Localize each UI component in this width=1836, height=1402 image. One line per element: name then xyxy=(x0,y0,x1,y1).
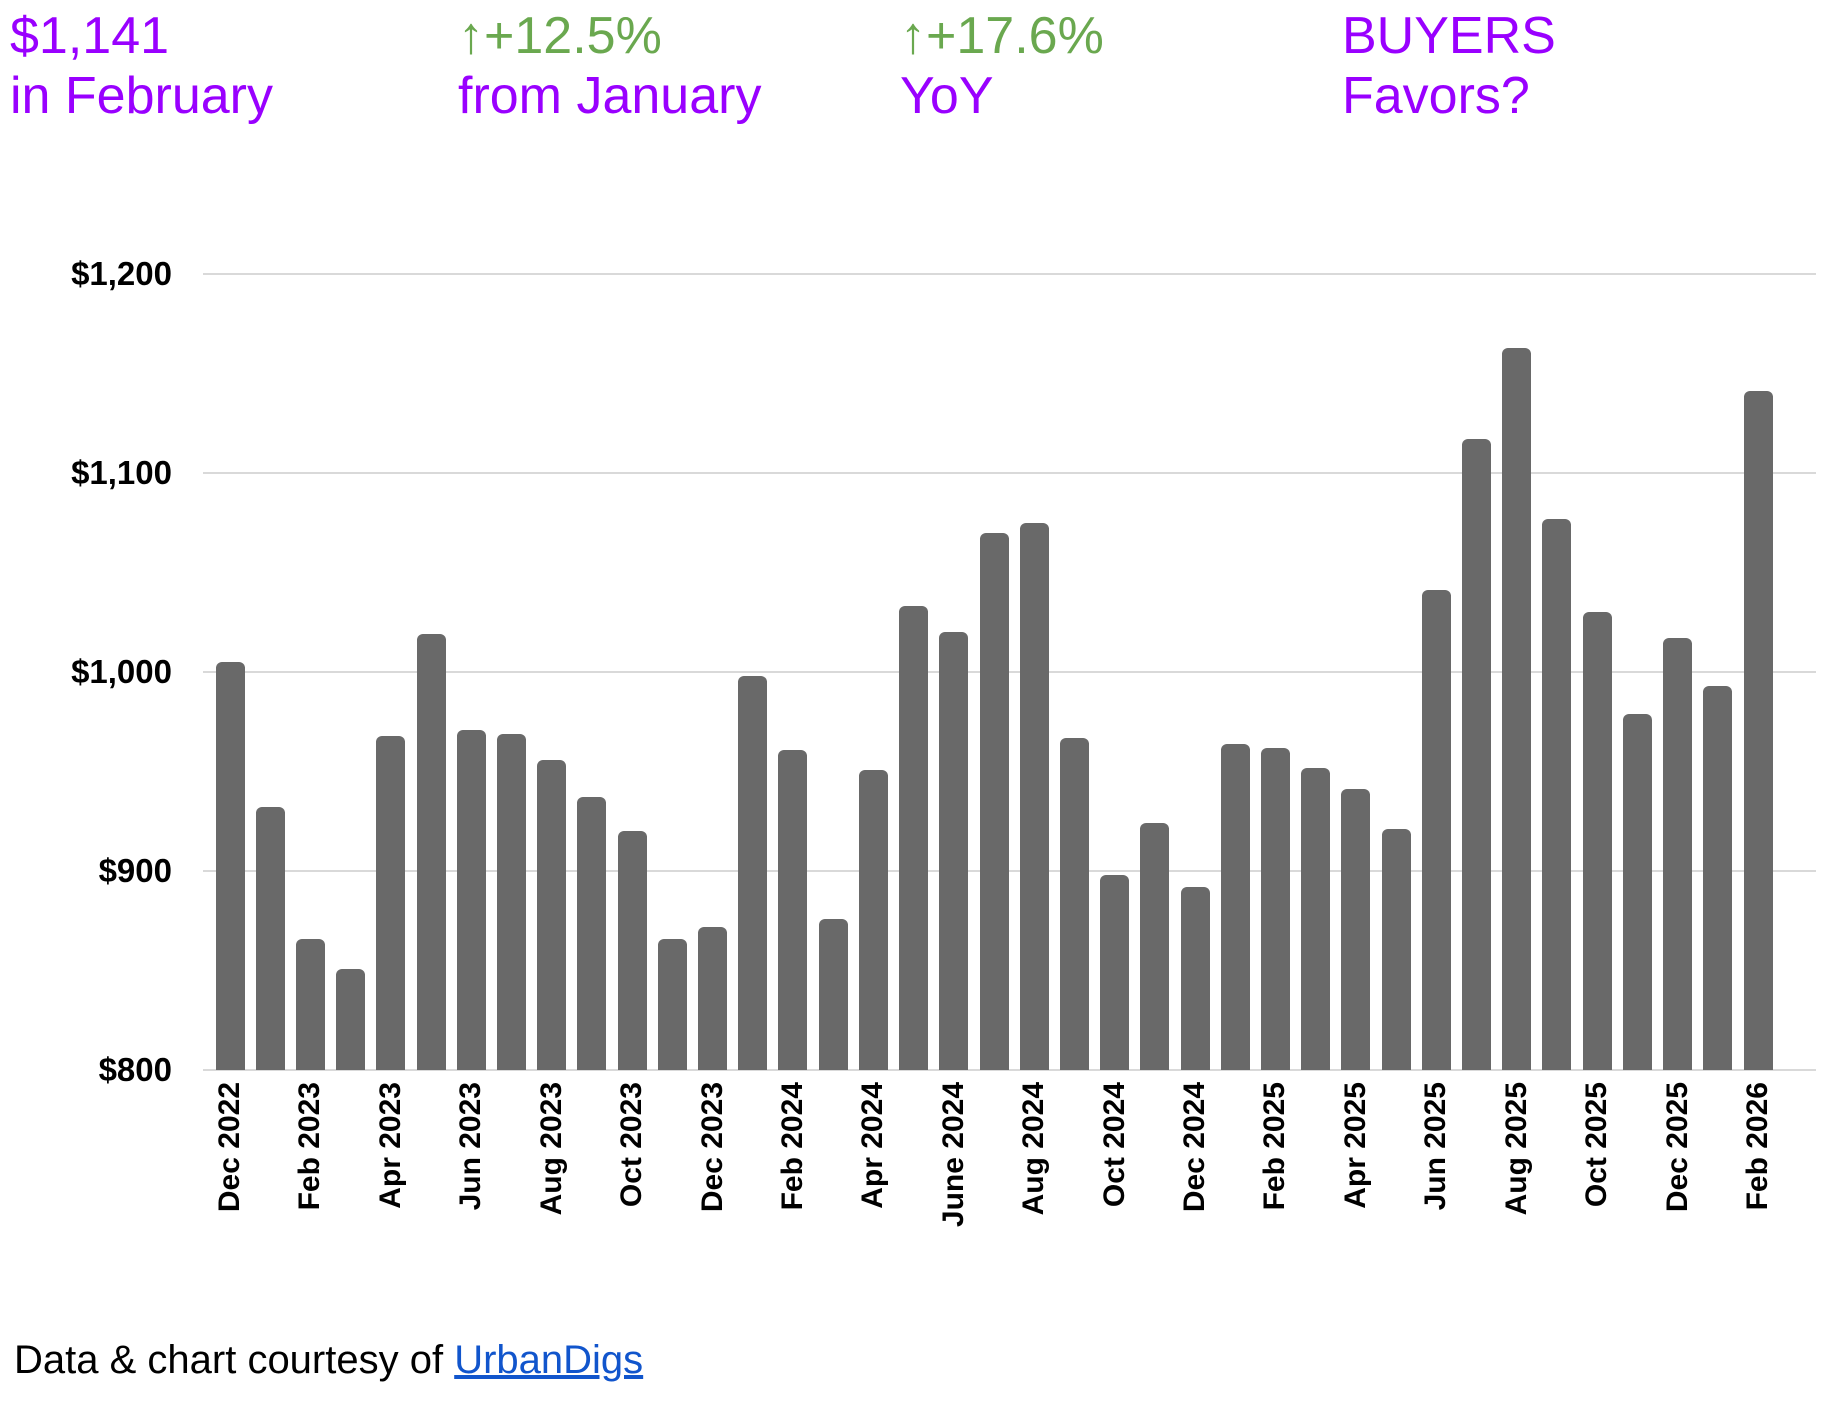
bar xyxy=(738,675,768,1070)
bar xyxy=(537,759,567,1070)
bar xyxy=(1502,347,1532,1070)
bar xyxy=(1220,743,1250,1070)
bar xyxy=(1542,518,1572,1070)
x-axis-label: Aug 2025 xyxy=(1499,1082,1533,1216)
bar xyxy=(1180,886,1210,1070)
bar xyxy=(1059,737,1089,1070)
bar xyxy=(1622,713,1652,1070)
x-axis-label: Dec 2025 xyxy=(1660,1082,1694,1213)
stat-yoy-change: ↑+17.6% YoY xyxy=(900,6,1104,126)
bar xyxy=(295,938,325,1070)
stat-value: BUYERS xyxy=(1342,7,1556,65)
bar xyxy=(939,632,969,1070)
stat-label: from January xyxy=(458,67,762,125)
x-axis-label: Aug 2023 xyxy=(534,1082,568,1216)
bar xyxy=(1381,829,1411,1070)
x-axis-label: Feb 2024 xyxy=(775,1082,809,1211)
y-axis-label: $1,000 xyxy=(71,653,172,690)
x-axis-label: Apr 2023 xyxy=(373,1082,407,1209)
stat-mom-change: ↑+12.5% from January xyxy=(458,6,761,126)
x-axis-label: Apr 2024 xyxy=(856,1082,890,1209)
bar xyxy=(1703,685,1733,1070)
bar xyxy=(698,926,728,1070)
x-axis-label: Oct 2025 xyxy=(1580,1082,1614,1208)
bar xyxy=(456,729,486,1070)
x-axis-label: Aug 2024 xyxy=(1017,1082,1051,1216)
x-axis-label: Apr 2025 xyxy=(1338,1082,1372,1209)
x-axis-label: June 2024 xyxy=(936,1082,970,1228)
stat-market-favor: BUYERS Favors? xyxy=(1342,6,1556,126)
bar xyxy=(255,807,285,1070)
bar xyxy=(858,769,888,1070)
stat-label: Favors? xyxy=(1342,67,1530,125)
bar xyxy=(1341,789,1371,1070)
stat-current-price: $1,141 in February xyxy=(10,6,273,126)
x-axis-label: Feb 2023 xyxy=(293,1082,327,1211)
stat-label: YoY xyxy=(900,67,994,125)
stat-label: in February xyxy=(10,67,273,125)
footer-text: Data & chart courtesy of xyxy=(14,1338,455,1382)
stat-value: $1,141 xyxy=(10,7,170,65)
x-axis-label: Dec 2023 xyxy=(695,1082,729,1213)
bar xyxy=(416,634,446,1070)
urbandigs-link[interactable]: UrbanDigs xyxy=(454,1338,644,1382)
bar xyxy=(1019,522,1049,1070)
x-axis-label: Jun 2025 xyxy=(1419,1082,1453,1211)
y-axis-label: $1,200 xyxy=(71,255,172,292)
bar xyxy=(979,532,1009,1070)
x-axis-label: Feb 2025 xyxy=(1258,1082,1292,1211)
footer-attribution: Data & chart courtesy of UrbanDigs xyxy=(14,1338,643,1383)
y-gridline xyxy=(203,870,1816,872)
bar xyxy=(496,733,526,1070)
bar xyxy=(1743,391,1773,1070)
x-axis-label: Feb 2026 xyxy=(1741,1082,1774,1211)
bar xyxy=(376,735,406,1070)
bar xyxy=(577,797,607,1070)
bar xyxy=(1663,638,1693,1070)
x-axis-label: Oct 2023 xyxy=(615,1082,649,1208)
y-gridline xyxy=(203,671,1816,673)
bar xyxy=(1582,612,1612,1070)
x-axis-label: Jun 2023 xyxy=(454,1082,488,1211)
bar xyxy=(899,606,929,1070)
bar xyxy=(1462,439,1492,1070)
stat-value: ↑+12.5% xyxy=(458,7,662,65)
bar xyxy=(778,749,808,1070)
bar xyxy=(1421,590,1451,1070)
bar xyxy=(657,938,687,1070)
y-axis-label: $800 xyxy=(98,1051,172,1088)
x-axis-label: Dec 2022 xyxy=(213,1082,246,1213)
y-gridline xyxy=(203,472,1816,474)
x-axis-label: Dec 2024 xyxy=(1178,1082,1212,1213)
bar xyxy=(336,968,366,1070)
bar xyxy=(1100,874,1130,1070)
bar xyxy=(1260,747,1290,1070)
y-gridline xyxy=(203,273,1816,275)
bar xyxy=(1140,823,1170,1070)
bar xyxy=(818,918,848,1070)
stat-value: ↑+17.6% xyxy=(900,7,1104,65)
y-axis-label: $1,100 xyxy=(71,454,172,491)
y-axis-label: $900 xyxy=(98,852,172,889)
x-axis-label: Oct 2024 xyxy=(1097,1082,1131,1208)
bar xyxy=(1301,767,1331,1070)
bar xyxy=(617,831,647,1070)
bar xyxy=(215,662,245,1070)
y-gridline xyxy=(203,1069,1816,1071)
